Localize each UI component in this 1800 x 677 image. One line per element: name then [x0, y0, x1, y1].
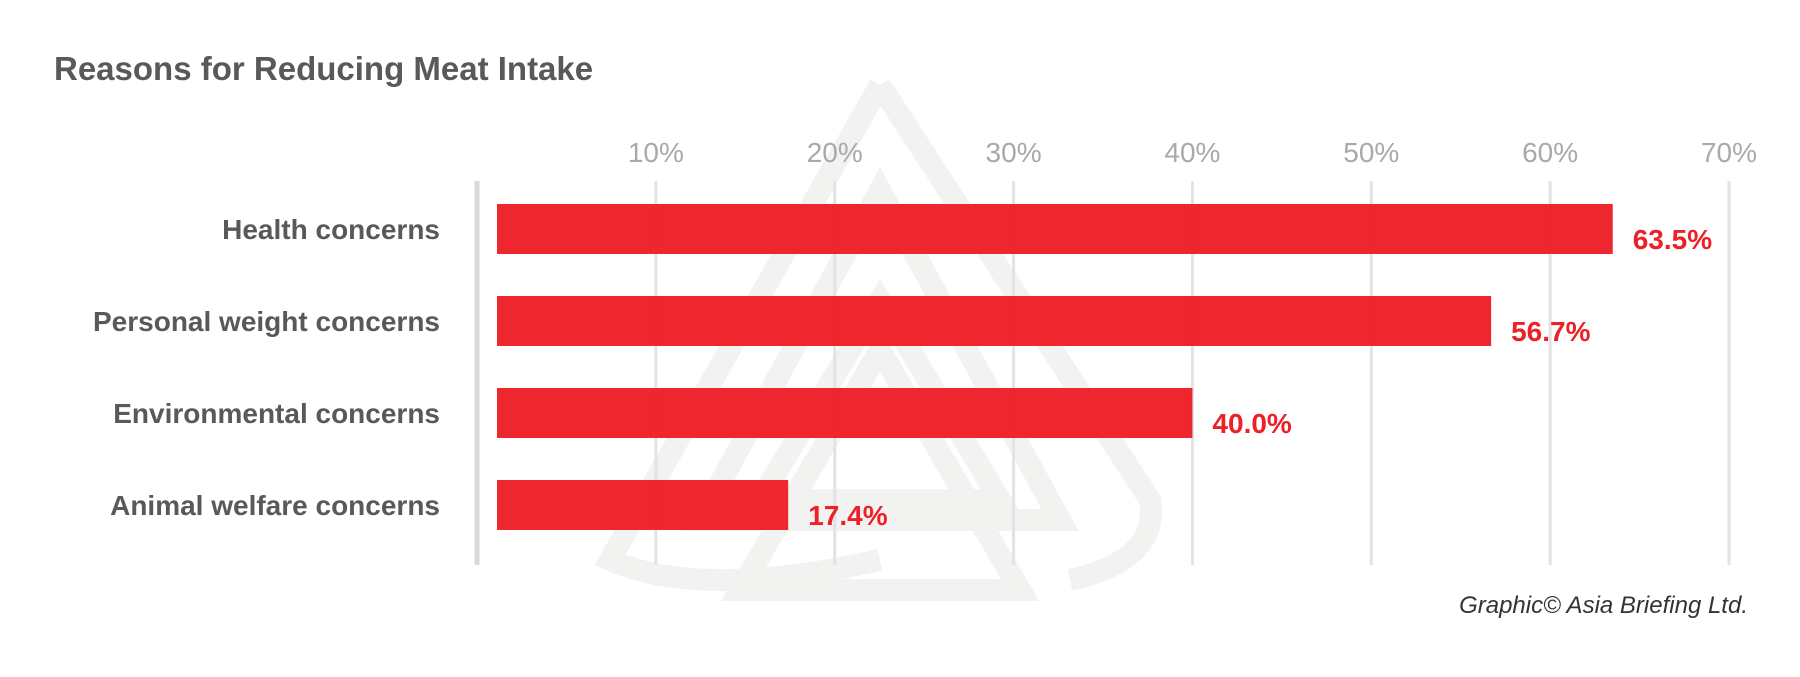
value-label: 56.7%: [1511, 316, 1590, 347]
tick-label: 50%: [1343, 137, 1399, 168]
bar: [497, 388, 1193, 438]
tick-label: 30%: [986, 137, 1042, 168]
chart-title: Reasons for Reducing Meat Intake: [54, 50, 594, 87]
tick-label: 60%: [1522, 137, 1578, 168]
bar: [497, 204, 1613, 254]
bar: [497, 296, 1492, 346]
tick-label: 20%: [807, 137, 863, 168]
tick-label: 40%: [1164, 137, 1220, 168]
value-label: 40.0%: [1212, 408, 1291, 439]
credit-text: Graphic© Asia Briefing Ltd.: [1459, 592, 1748, 619]
value-label: 17.4%: [808, 500, 887, 531]
tick-label: 10%: [628, 137, 684, 168]
category-label: Environmental concerns: [113, 398, 440, 429]
value-label: 63.5%: [1633, 224, 1712, 255]
category-label: Animal welfare concerns: [110, 490, 440, 521]
bar: [497, 480, 789, 530]
category-label: Personal weight concerns: [93, 306, 440, 337]
category-label: Health concerns: [222, 214, 440, 245]
tick-label: 70%: [1701, 137, 1757, 168]
